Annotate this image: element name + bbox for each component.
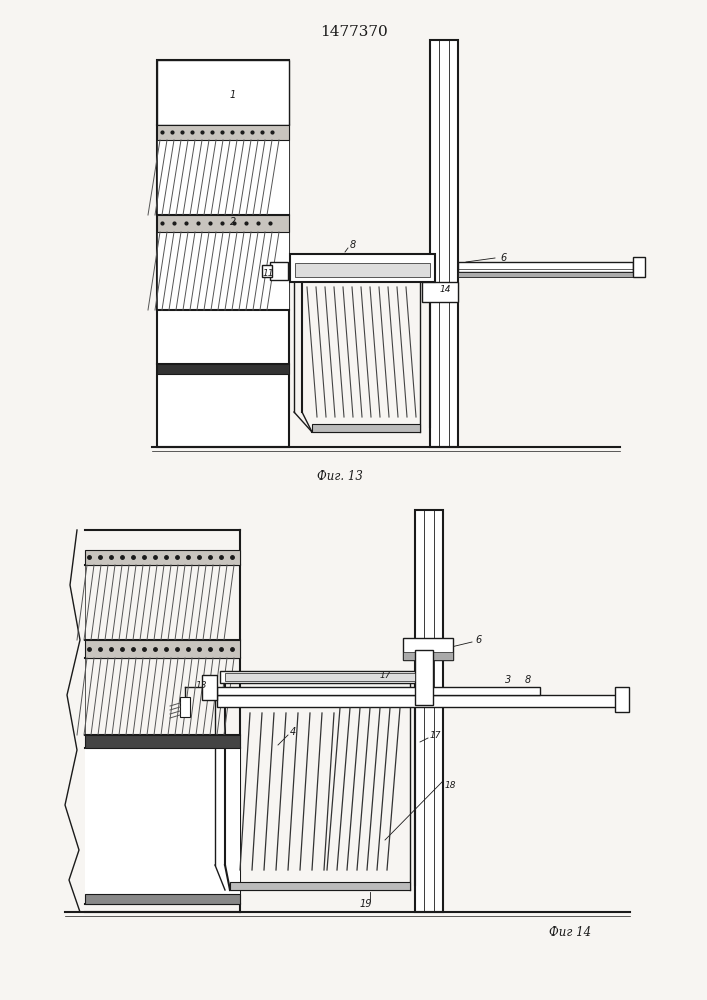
- Bar: [157, 125, 289, 140]
- Bar: [217, 687, 540, 695]
- Bar: [295, 263, 430, 277]
- Text: 19: 19: [360, 899, 373, 909]
- Bar: [430, 40, 458, 447]
- Bar: [415, 650, 433, 705]
- Text: 13: 13: [196, 680, 207, 690]
- Bar: [157, 60, 289, 447]
- Bar: [458, 262, 633, 272]
- Text: 6: 6: [500, 253, 506, 263]
- Bar: [202, 675, 217, 700]
- Text: 8: 8: [350, 240, 356, 250]
- Bar: [403, 652, 453, 660]
- Bar: [85, 748, 240, 894]
- Bar: [270, 262, 288, 280]
- Bar: [85, 640, 240, 658]
- Bar: [85, 658, 240, 735]
- Bar: [85, 894, 240, 904]
- Text: 18: 18: [445, 780, 457, 790]
- Text: 2: 2: [230, 217, 236, 227]
- Text: 6: 6: [475, 635, 481, 645]
- Bar: [180, 697, 190, 717]
- Bar: [415, 510, 443, 912]
- Bar: [157, 140, 289, 215]
- Bar: [403, 638, 453, 660]
- Bar: [290, 254, 435, 282]
- Bar: [225, 673, 415, 681]
- Bar: [458, 272, 633, 277]
- Text: 4: 4: [290, 727, 296, 737]
- Bar: [157, 232, 289, 310]
- Bar: [157, 364, 289, 374]
- Bar: [157, 215, 289, 232]
- Text: 3: 3: [505, 675, 511, 685]
- Bar: [230, 882, 410, 890]
- Text: 17: 17: [380, 670, 392, 680]
- Bar: [217, 695, 620, 707]
- Bar: [615, 687, 629, 712]
- Bar: [312, 424, 420, 432]
- Bar: [220, 671, 420, 683]
- Text: Фиг. 13: Фиг. 13: [317, 470, 363, 483]
- Bar: [85, 550, 240, 565]
- Bar: [85, 735, 240, 748]
- Text: Фиг 14: Фиг 14: [549, 926, 591, 939]
- Text: 14: 14: [440, 286, 452, 294]
- Bar: [262, 265, 272, 277]
- Text: 11: 11: [263, 268, 274, 277]
- Text: 8: 8: [525, 675, 531, 685]
- Bar: [633, 257, 645, 277]
- Bar: [422, 282, 458, 302]
- Text: 1477370: 1477370: [320, 25, 388, 39]
- Bar: [157, 60, 289, 125]
- Text: 17: 17: [430, 730, 441, 740]
- Bar: [85, 565, 240, 640]
- Text: 1: 1: [230, 90, 236, 100]
